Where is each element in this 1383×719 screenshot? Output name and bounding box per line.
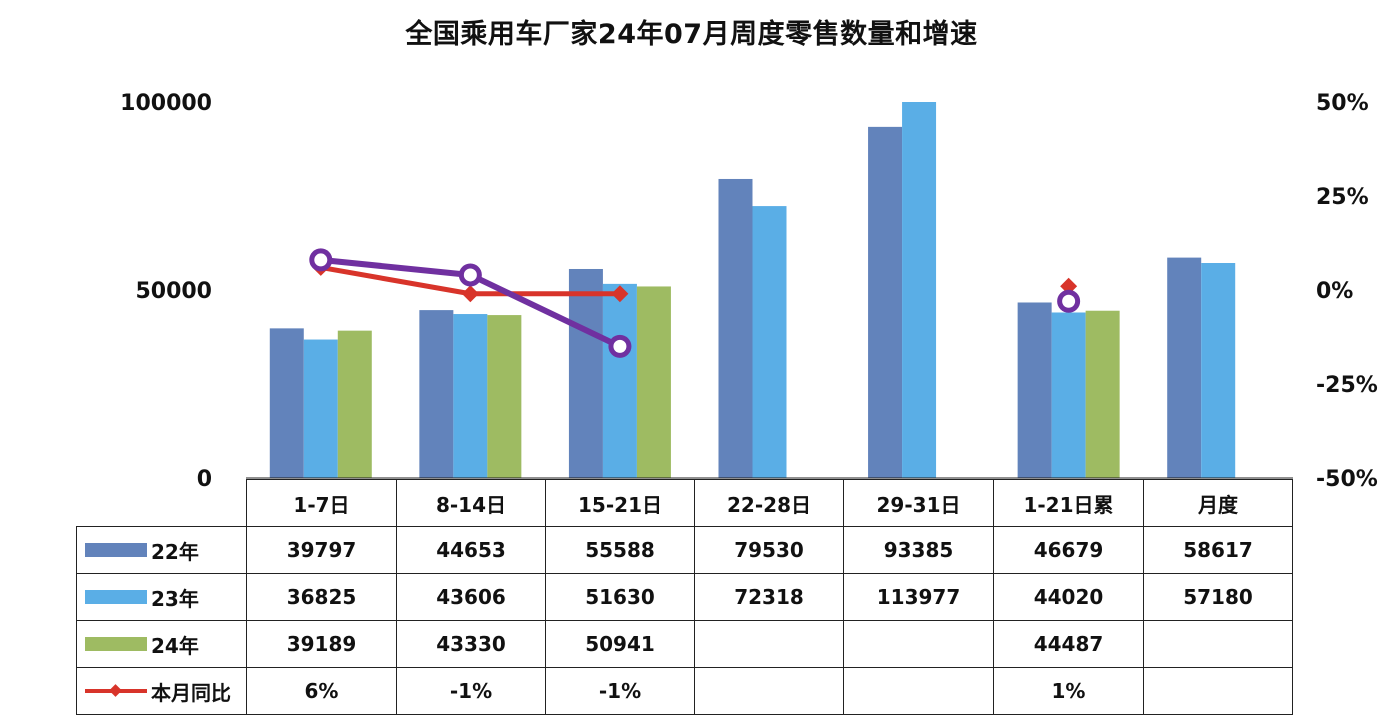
data-cell: -1% [396, 667, 546, 715]
category-label: 1-21日累 [993, 479, 1144, 527]
table-row: 24年 39189 43330 50941 44487 [76, 620, 1293, 668]
bar-s2-c1 [487, 315, 522, 478]
data-cell: 46679 [993, 526, 1144, 574]
bar-s1-c0 [303, 339, 338, 478]
data-cell: 93385 [843, 526, 994, 574]
bar-s0-c4 [868, 126, 903, 478]
legend-entry: 本月同比 [76, 667, 247, 715]
data-cell: 79530 [694, 526, 844, 574]
legend-key [85, 590, 147, 604]
category-label: 月度 [1143, 479, 1293, 527]
bar-s0-c0 [269, 328, 304, 478]
legend-entry: 24年 [76, 620, 247, 668]
data-cell: 39797 [246, 526, 397, 574]
data-cell: 50941 [545, 620, 695, 668]
bar-s2-c0 [337, 330, 372, 478]
y-right-tick: 50% [1316, 91, 1369, 116]
table-row: 23年 36825 43606 51630 72318 113977 44020 57180 [76, 573, 1293, 621]
data-cell: 1% [993, 667, 1144, 715]
line-marker-1-c0 [309, 248, 333, 272]
legend-label: 22年 [151, 539, 199, 564]
data-cell [1143, 667, 1293, 715]
bar-s0-c6 [1167, 257, 1202, 478]
data-cell [1143, 620, 1293, 668]
legend-entry: 22年 [76, 526, 247, 574]
y-left-tick: 100000 [120, 91, 212, 116]
table-row: 22年 39797 44653 55588 79530 93385 46679 58617 [76, 526, 1293, 574]
category-label: 15-21日 [545, 479, 695, 527]
chart-title: 全国乘用车厂家24年07月周度零售数量和增速 [405, 19, 978, 50]
category-label: 8-14日 [396, 479, 546, 527]
category-label: 22-28日 [694, 479, 844, 527]
bar-s2-c2 [636, 286, 671, 478]
data-cell: 36825 [246, 573, 397, 621]
bar-s1-c1 [453, 314, 488, 478]
data-cell: 44020 [993, 573, 1144, 621]
data-table: 1-7日 8-14日 15-21日 22-28日 29-31日 1-21日累 月度 22年 39… [76, 479, 1293, 715]
data-cell: 113977 [843, 573, 994, 621]
legend-label: 本月同比 [151, 680, 231, 705]
data-cell: 44487 [993, 620, 1144, 668]
line-marker-0-c1 [461, 285, 479, 303]
bar-s1-c2 [602, 283, 637, 478]
data-cell: 43606 [396, 573, 546, 621]
data-cell: 51630 [545, 573, 695, 621]
bar-s0-c3 [718, 178, 753, 478]
data-cell: 58617 [1143, 526, 1293, 574]
line-marker-0-c2 [611, 285, 629, 303]
line-marker-1-c2 [608, 334, 632, 358]
category-label: 29-31日 [843, 479, 994, 527]
legend-label: 24年 [151, 633, 199, 658]
bar-s0-c1 [419, 310, 454, 478]
table-corner [77, 480, 247, 527]
y-right-tick: -50% [1316, 467, 1378, 492]
legend-key [85, 684, 147, 698]
bar-s1-c3 [752, 206, 787, 478]
table-header-row: 1-7日 8-14日 15-21日 22-28日 29-31日 1-21日累 月度 [77, 479, 1293, 527]
y-left-tick: 0 [197, 467, 212, 492]
bar-s2-c5 [1085, 310, 1120, 478]
legend-entry: 23年 [76, 573, 247, 621]
y-left-tick: 50000 [135, 279, 212, 304]
data-cell: 72318 [694, 573, 844, 621]
bar-s1-c5 [1051, 312, 1086, 478]
data-cell [843, 667, 994, 715]
line-marker-1-c1 [458, 263, 482, 287]
data-cell: 39189 [246, 620, 397, 668]
legend-key [85, 543, 147, 557]
data-cell: 55588 [545, 526, 695, 574]
data-cell [694, 620, 844, 668]
bar-s0-c2 [568, 268, 603, 478]
data-cell: -1% [545, 667, 695, 715]
line-marker-1-c5 [1057, 289, 1081, 313]
bar-s1-c6 [1201, 263, 1236, 478]
data-cell [694, 667, 844, 715]
bar-s1-c4 [902, 102, 937, 478]
legend-label: 23年 [151, 586, 199, 611]
y-right-tick: 25% [1316, 185, 1369, 210]
data-cell: 57180 [1143, 573, 1293, 621]
data-cell [843, 620, 994, 668]
data-cell: 44653 [396, 526, 546, 574]
y-right-tick: 0% [1316, 279, 1353, 304]
category-label: 1-7日 [246, 479, 397, 527]
legend-key [85, 637, 147, 651]
y-right-tick: -25% [1316, 373, 1378, 398]
data-cell: 6% [246, 667, 397, 715]
bar-s0-c5 [1017, 302, 1052, 478]
table-row: 本月同比 6% -1% -1% 1% [76, 667, 1293, 715]
data-cell: 43330 [396, 620, 546, 668]
